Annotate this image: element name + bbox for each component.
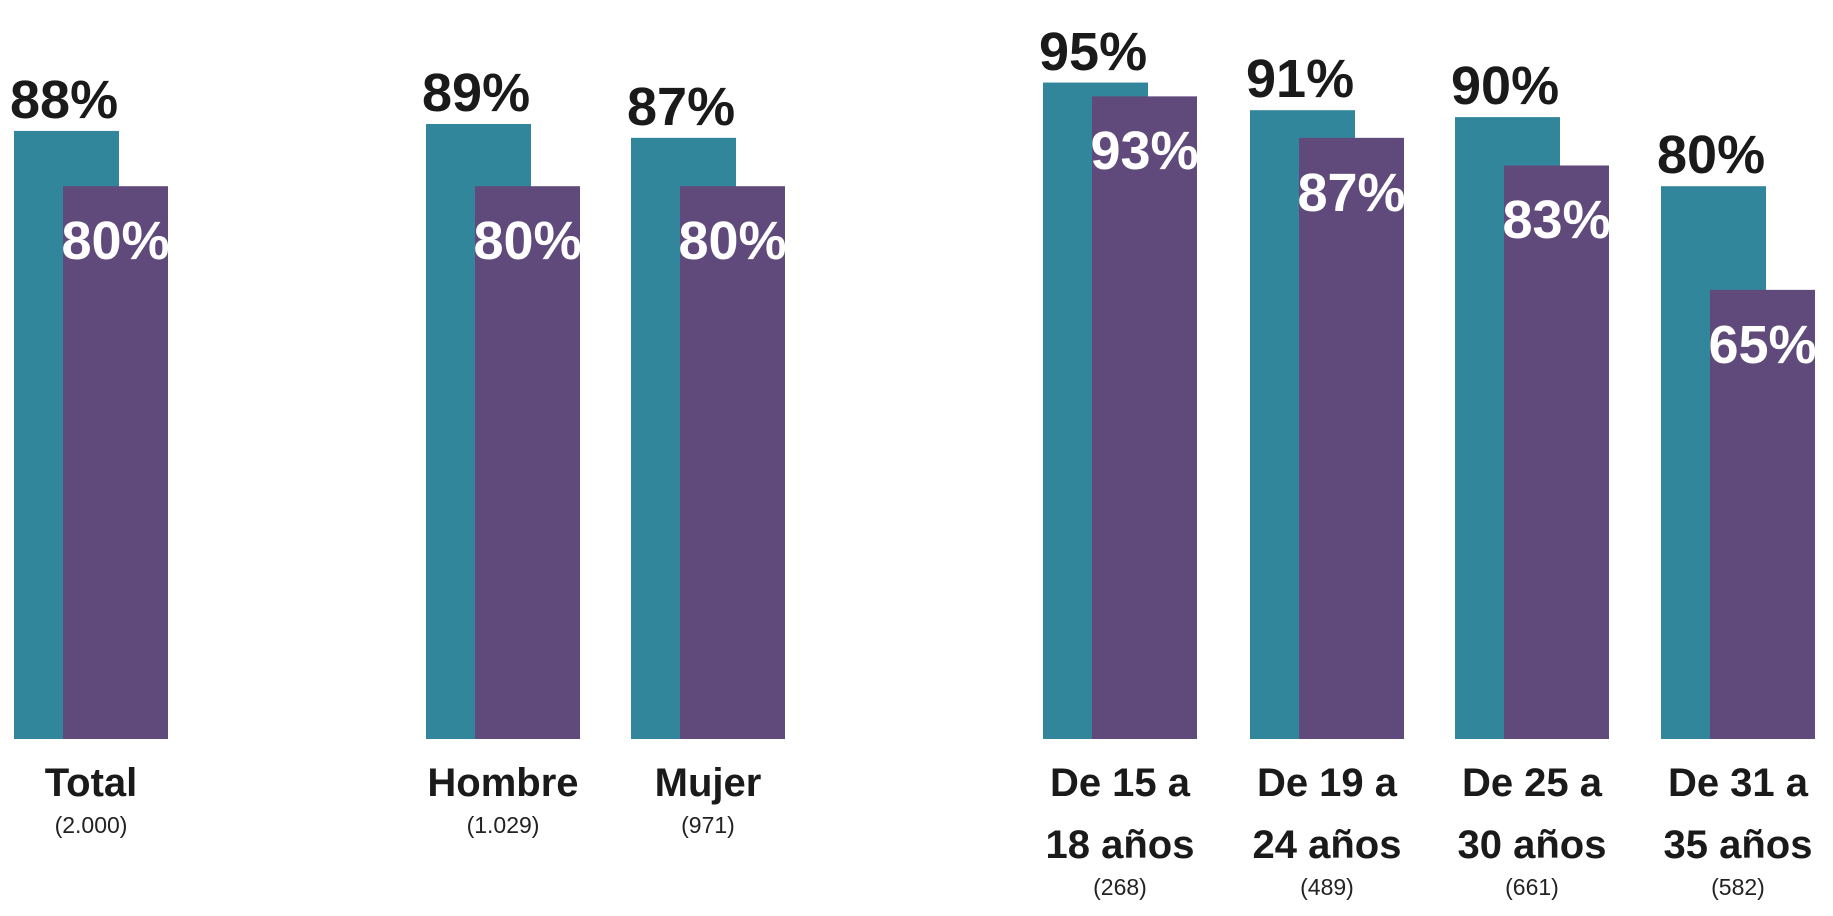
sample-size: (268) (1025, 872, 1215, 902)
sample-size: (971) (613, 810, 803, 840)
chart: 88% 80% Total(2.000) 89% 80% Hombre(1.029) 87%… (0, 0, 1833, 916)
bar (1299, 138, 1404, 739)
value-label: 87% (627, 80, 735, 134)
value-label: 87% (1297, 166, 1405, 220)
sample-size: (661) (1437, 872, 1627, 902)
value-label: 91% (1246, 52, 1354, 106)
category: De 19 a 24 años(489) (1232, 752, 1422, 902)
category: Mujer(971) (613, 752, 803, 840)
category: Hombre(1.029) (408, 752, 598, 840)
category-label: De 15 a 18 años (1025, 752, 1215, 876)
value-label: 93% (1090, 124, 1198, 178)
bar (1092, 96, 1197, 739)
sample-size: (582) (1643, 872, 1833, 902)
bar (1504, 165, 1609, 739)
category: Total(2.000) (0, 752, 186, 840)
sample-size: (1.029) (408, 810, 598, 840)
category-label: Hombre (408, 752, 598, 814)
value-label: 90% (1451, 59, 1559, 113)
category: De 15 a 18 años(268) (1025, 752, 1215, 902)
value-label: 89% (422, 66, 530, 120)
value-label: 95% (1039, 25, 1147, 79)
value-label: 80% (1657, 128, 1765, 182)
category-label: De 19 a 24 años (1232, 752, 1422, 876)
category-label: Mujer (613, 752, 803, 814)
category-label: De 31 a 35 años (1643, 752, 1833, 876)
value-label: 80% (473, 214, 581, 268)
value-label: 88% (10, 73, 118, 127)
category: De 31 a 35 años(582) (1643, 752, 1833, 902)
value-label: 80% (61, 214, 169, 268)
value-label: 80% (678, 214, 786, 268)
sample-size: (2.000) (0, 810, 186, 840)
category-label: Total (0, 752, 186, 814)
category: De 25 a 30 años(661) (1437, 752, 1627, 902)
value-label: 65% (1708, 318, 1816, 372)
value-label: 83% (1502, 193, 1610, 247)
category-label: De 25 a 30 años (1437, 752, 1627, 876)
sample-size: (489) (1232, 872, 1422, 902)
